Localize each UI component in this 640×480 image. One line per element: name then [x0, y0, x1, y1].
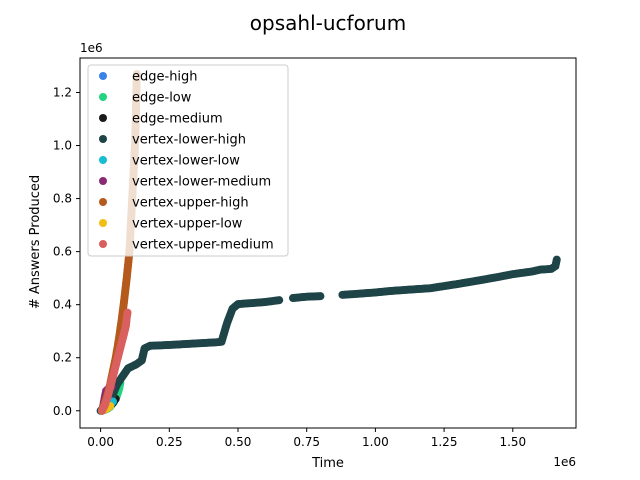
legend-marker [99, 135, 107, 143]
x-tick-label: 0.50 [225, 435, 252, 449]
x-axis-label: Time [311, 456, 344, 471]
y-ticks: 0.0 0.2 0.4 0.6 0.8 1.0 1.2 [53, 85, 80, 418]
y-axis-label: # Answers Produced [28, 175, 43, 309]
legend-label: vertex-lower-low [132, 154, 240, 169]
legend-marker [99, 240, 107, 248]
data-points [96, 69, 561, 415]
y-tick-label: 1.0 [53, 139, 72, 153]
y-tick-label: 1.2 [53, 85, 72, 99]
data-point [275, 296, 284, 305]
legend-label: edge-high [132, 70, 198, 85]
y-tick-label: 0.0 [53, 404, 72, 418]
legend-label: vertex-lower-medium [132, 175, 271, 190]
legend-label: vertex-upper-low [132, 217, 243, 232]
plot-frame [79, 57, 577, 429]
legend-marker [99, 156, 107, 164]
legend-marker [99, 198, 107, 206]
legend-marker [99, 72, 107, 80]
legend-marker [99, 93, 107, 101]
y-tick-label: 0.2 [53, 351, 72, 365]
y-offset-label: 1e6 [80, 41, 103, 55]
legend-label: vertex-lower-high [132, 133, 246, 148]
chart-title: opsahl-ucforum [250, 11, 406, 35]
legend-marker [99, 114, 107, 122]
legend-label: vertex-upper-medium [132, 238, 274, 253]
y-tick-label: 0.4 [53, 298, 72, 312]
x-tick-label: 0.75 [293, 435, 320, 449]
x-ticks: 0.00 0.25 0.50 0.75 1.00 1.25 1.50 [87, 428, 526, 449]
legend-label: vertex-upper-high [132, 196, 249, 211]
legend-marker [99, 177, 107, 185]
x-tick-label: 1.25 [431, 435, 458, 449]
data-point [123, 308, 132, 317]
legend: edge-high edge-low edge-medium vertex-lower… [87, 64, 289, 257]
data-point [552, 255, 561, 264]
x-tick-label: 1.50 [499, 435, 526, 449]
x-tick-label: 0.25 [156, 435, 183, 449]
legend-label: edge-low [132, 91, 192, 106]
data-point [316, 292, 325, 301]
y-tick-label: 0.6 [53, 245, 72, 259]
x-offset-label: 1e6 [553, 455, 576, 469]
legend-label: edge-medium [132, 112, 223, 127]
legend-box [87, 64, 289, 257]
x-tick-label: 0.00 [87, 435, 114, 449]
legend-marker [99, 219, 107, 227]
x-tick-label: 1.00 [362, 435, 389, 449]
y-tick-label: 0.8 [53, 192, 72, 206]
